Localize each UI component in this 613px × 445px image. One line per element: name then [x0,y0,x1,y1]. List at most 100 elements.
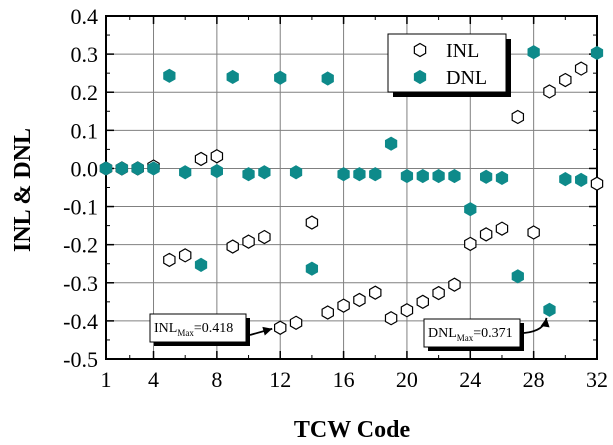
dnl-point [448,168,461,184]
inl-point [432,285,445,301]
dnl-point [147,161,160,176]
y-tick-labels: -0.5 -0.4 -0.3 -0.2 -0.1 0.0 0.1 0.2 0.3 0.4 [63,4,98,372]
inl-point [353,292,366,308]
annotation-arrowhead [540,317,550,328]
x-tick-label: 24 [459,367,481,392]
dnl-point [590,45,604,61]
annotation-label: INLMax=0.418 [154,321,233,338]
legend-marker-inl [413,42,427,58]
x-tick-label: 20 [396,367,418,392]
inl-point [464,236,477,252]
dnl-point [226,69,239,85]
plot-frame [105,15,598,360]
dnl-point [274,70,287,85]
y-tick-label: 0.1 [71,118,99,143]
x-tick-label: 4 [148,367,159,392]
inl-point [559,72,572,88]
y-tick-label: 0.0 [71,156,99,181]
dnl-point [305,261,319,276]
y-tick-label: -0.3 [63,271,98,296]
dnl-point [464,202,477,217]
legend-label-inl: INL [446,40,479,62]
data-markers [99,45,604,335]
dnl-point [99,161,113,176]
inl-point [590,176,604,191]
inl-point [527,225,540,240]
y-tick-label: 0.4 [71,4,99,29]
inl-point [448,277,461,292]
inl-point [210,149,224,164]
inl-point [305,215,319,230]
x-tick-label: 32 [586,367,608,392]
inl-point [194,151,208,167]
dnl-point [495,170,509,186]
legend: INL DNL [387,33,511,97]
axis-ticks [105,15,598,360]
dnl-point [210,164,223,179]
x-tick-label: 8 [211,367,222,392]
x-tick-label: 16 [333,367,355,392]
y-tick-label: -0.4 [63,309,98,334]
annotation-box [423,318,521,348]
y-tick-label: 0.3 [71,42,99,67]
dnl-point [194,257,208,272]
inl-point [479,227,493,242]
dnl-point [131,161,144,176]
grid-lines [106,16,597,359]
dnl-point [321,71,334,86]
dnl-point [384,136,398,151]
y-axis-title: INL & DNL [10,128,36,252]
annotations: INLMax=0.418 DNLMax=0.371 [149,313,550,351]
x-axis-title: TCW Code [294,417,411,443]
inl-point [511,109,525,125]
inl-point [242,234,255,249]
y-tick-label: -0.1 [63,195,98,220]
annotation-arrowhead [262,326,273,336]
inl-point [384,311,398,326]
y-tick-label: -0.5 [63,347,98,372]
dnl-point [337,167,350,182]
inl-point [321,305,334,320]
dnl-point [559,172,572,187]
dnl-point [400,168,414,184]
legend-label-dnl: DNL [446,67,487,89]
inl-point [178,248,192,263]
x-tick-label: 28 [523,367,545,392]
dnl-point [242,167,255,182]
dnl-point [163,68,176,83]
inl-point [495,221,509,236]
dnl-point [115,161,128,176]
dnl-point [480,169,493,184]
dnl-point [511,269,524,284]
legend-marker-dnl [413,69,427,85]
y-tick-label: -0.2 [63,233,98,258]
inl-point [274,320,287,335]
inl-point [163,252,176,268]
inl-point [369,285,382,300]
dnl-point [179,165,192,180]
inl-point [337,298,350,313]
dnl-point [432,168,445,184]
dnl-point [258,165,271,180]
inl-point [416,294,429,310]
inl-point [289,315,303,330]
inl-point [226,239,239,254]
inl-point [400,303,414,318]
dnl-point [575,172,588,187]
dnl-point [416,168,429,184]
y-tick-label: 0.2 [71,80,99,105]
x-tick-label: 12 [269,367,291,392]
x-tick-label: 1 [101,367,112,392]
dnl-point [527,45,540,60]
dnl-point [543,302,556,317]
annotation-box [149,313,247,343]
inl-point [574,61,588,76]
x-tick-labels: 1 4 8 12 16 20 24 28 32 [101,367,609,392]
dnl-point [289,165,303,180]
inl-point [258,229,271,245]
dnl-point [353,167,366,182]
inl-point [543,84,556,99]
annotation-label: DNLMax=0.371 [428,326,513,343]
legend-box [387,33,507,93]
